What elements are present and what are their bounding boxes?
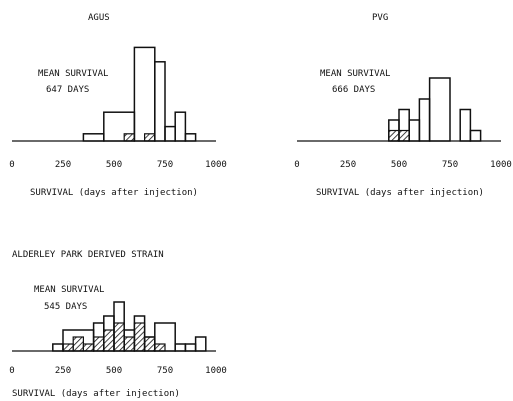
open-bar-9 (174, 343, 187, 352)
open-bar-2 (133, 46, 156, 142)
open-bar-3 (154, 61, 166, 142)
hatched-bar-1 (72, 336, 84, 352)
open-bar-0 (82, 133, 105, 142)
hatched-bar-2 (82, 343, 95, 352)
histogram-bars (82, 46, 197, 142)
x-tick-label-750: 750 (442, 160, 458, 170)
hatched-bar-5 (113, 322, 125, 352)
mean-survival-label: MEAN SURVIVAL (34, 285, 104, 295)
panel-title: AGUS (88, 13, 110, 23)
open-bar-6 (184, 133, 197, 142)
x-axis-label: SURVIVAL (days after injection) (30, 188, 198, 198)
mean-survival-label: MEAN SURVIVAL (38, 69, 108, 79)
x-tick-label-250: 250 (55, 160, 71, 170)
x-tick-label-500: 500 (106, 366, 122, 376)
hatched-bar-0 (123, 133, 135, 142)
mean-survival-value: 545 DAYS (44, 302, 87, 312)
open-bar-4 (164, 125, 176, 142)
hatched-bar-4 (103, 329, 115, 352)
open-bar-11 (194, 336, 207, 352)
hatched-bar-7 (133, 322, 146, 352)
x-tick-label-500: 500 (391, 160, 407, 170)
open-bar-0 (52, 343, 64, 352)
x-tick-label-250: 250 (55, 366, 71, 376)
x-tick-label-0: 0 (9, 366, 14, 376)
mean-survival-value: 666 DAYS (332, 85, 375, 95)
open-bar-5 (459, 108, 472, 142)
hatched-bar-0 (388, 129, 410, 142)
panel-title: PVG (372, 13, 388, 23)
hatched-bar-9 (154, 343, 166, 352)
x-tick-label-1000: 1000 (490, 160, 512, 170)
x-tick-labels: 0 250 500 750 1000 (294, 160, 512, 170)
x-axis-label: SURVIVAL (days after injection) (12, 389, 180, 399)
hatched-bar-6 (123, 336, 135, 352)
pvg-histogram-panel: PVG MEAN SURVIVAL 666 DAYS 0 250 500 750 100… (294, 13, 512, 198)
mean-survival-label: MEAN SURVIVAL (320, 69, 390, 79)
x-tick-labels: 0 250 500 750 1000 (9, 160, 227, 170)
mean-survival-value: 647 DAYS (46, 85, 89, 95)
panel-title: ALDERLEY PARK DERIVED STRAIN (12, 250, 164, 260)
open-bar-10 (184, 343, 197, 352)
x-tick-label-1000: 1000 (205, 366, 227, 376)
open-bar-6 (469, 129, 482, 142)
hatched-bar-3 (92, 336, 105, 352)
x-tick-label-750: 750 (157, 366, 173, 376)
open-bar-4 (428, 77, 451, 142)
open-bar-5 (174, 111, 187, 142)
x-tick-label-0: 0 (9, 160, 14, 170)
open-bar-2 (408, 119, 421, 142)
hatched-bar-1 (144, 133, 156, 142)
histogram-bars (388, 77, 482, 142)
x-tick-label-250: 250 (340, 160, 356, 170)
alderley-park-histogram-panel: ALDERLEY PARK DERIVED STRAIN MEAN SURVIV… (9, 250, 227, 399)
agus-histogram-panel: AGUS MEAN SURVIVAL 647 DAYS 0 250 500 750 10… (9, 13, 227, 198)
hatched-bar-8 (144, 336, 156, 352)
x-axis-label: SURVIVAL (days after injection) (316, 188, 484, 198)
x-tick-label-500: 500 (106, 160, 122, 170)
x-tick-label-750: 750 (157, 160, 173, 170)
open-bar-3 (418, 98, 431, 142)
x-tick-label-1000: 1000 (205, 160, 227, 170)
hatched-bar-0 (62, 343, 74, 352)
x-tick-label-0: 0 (294, 160, 299, 170)
x-tick-labels: 0 250 500 750 1000 (9, 366, 227, 376)
